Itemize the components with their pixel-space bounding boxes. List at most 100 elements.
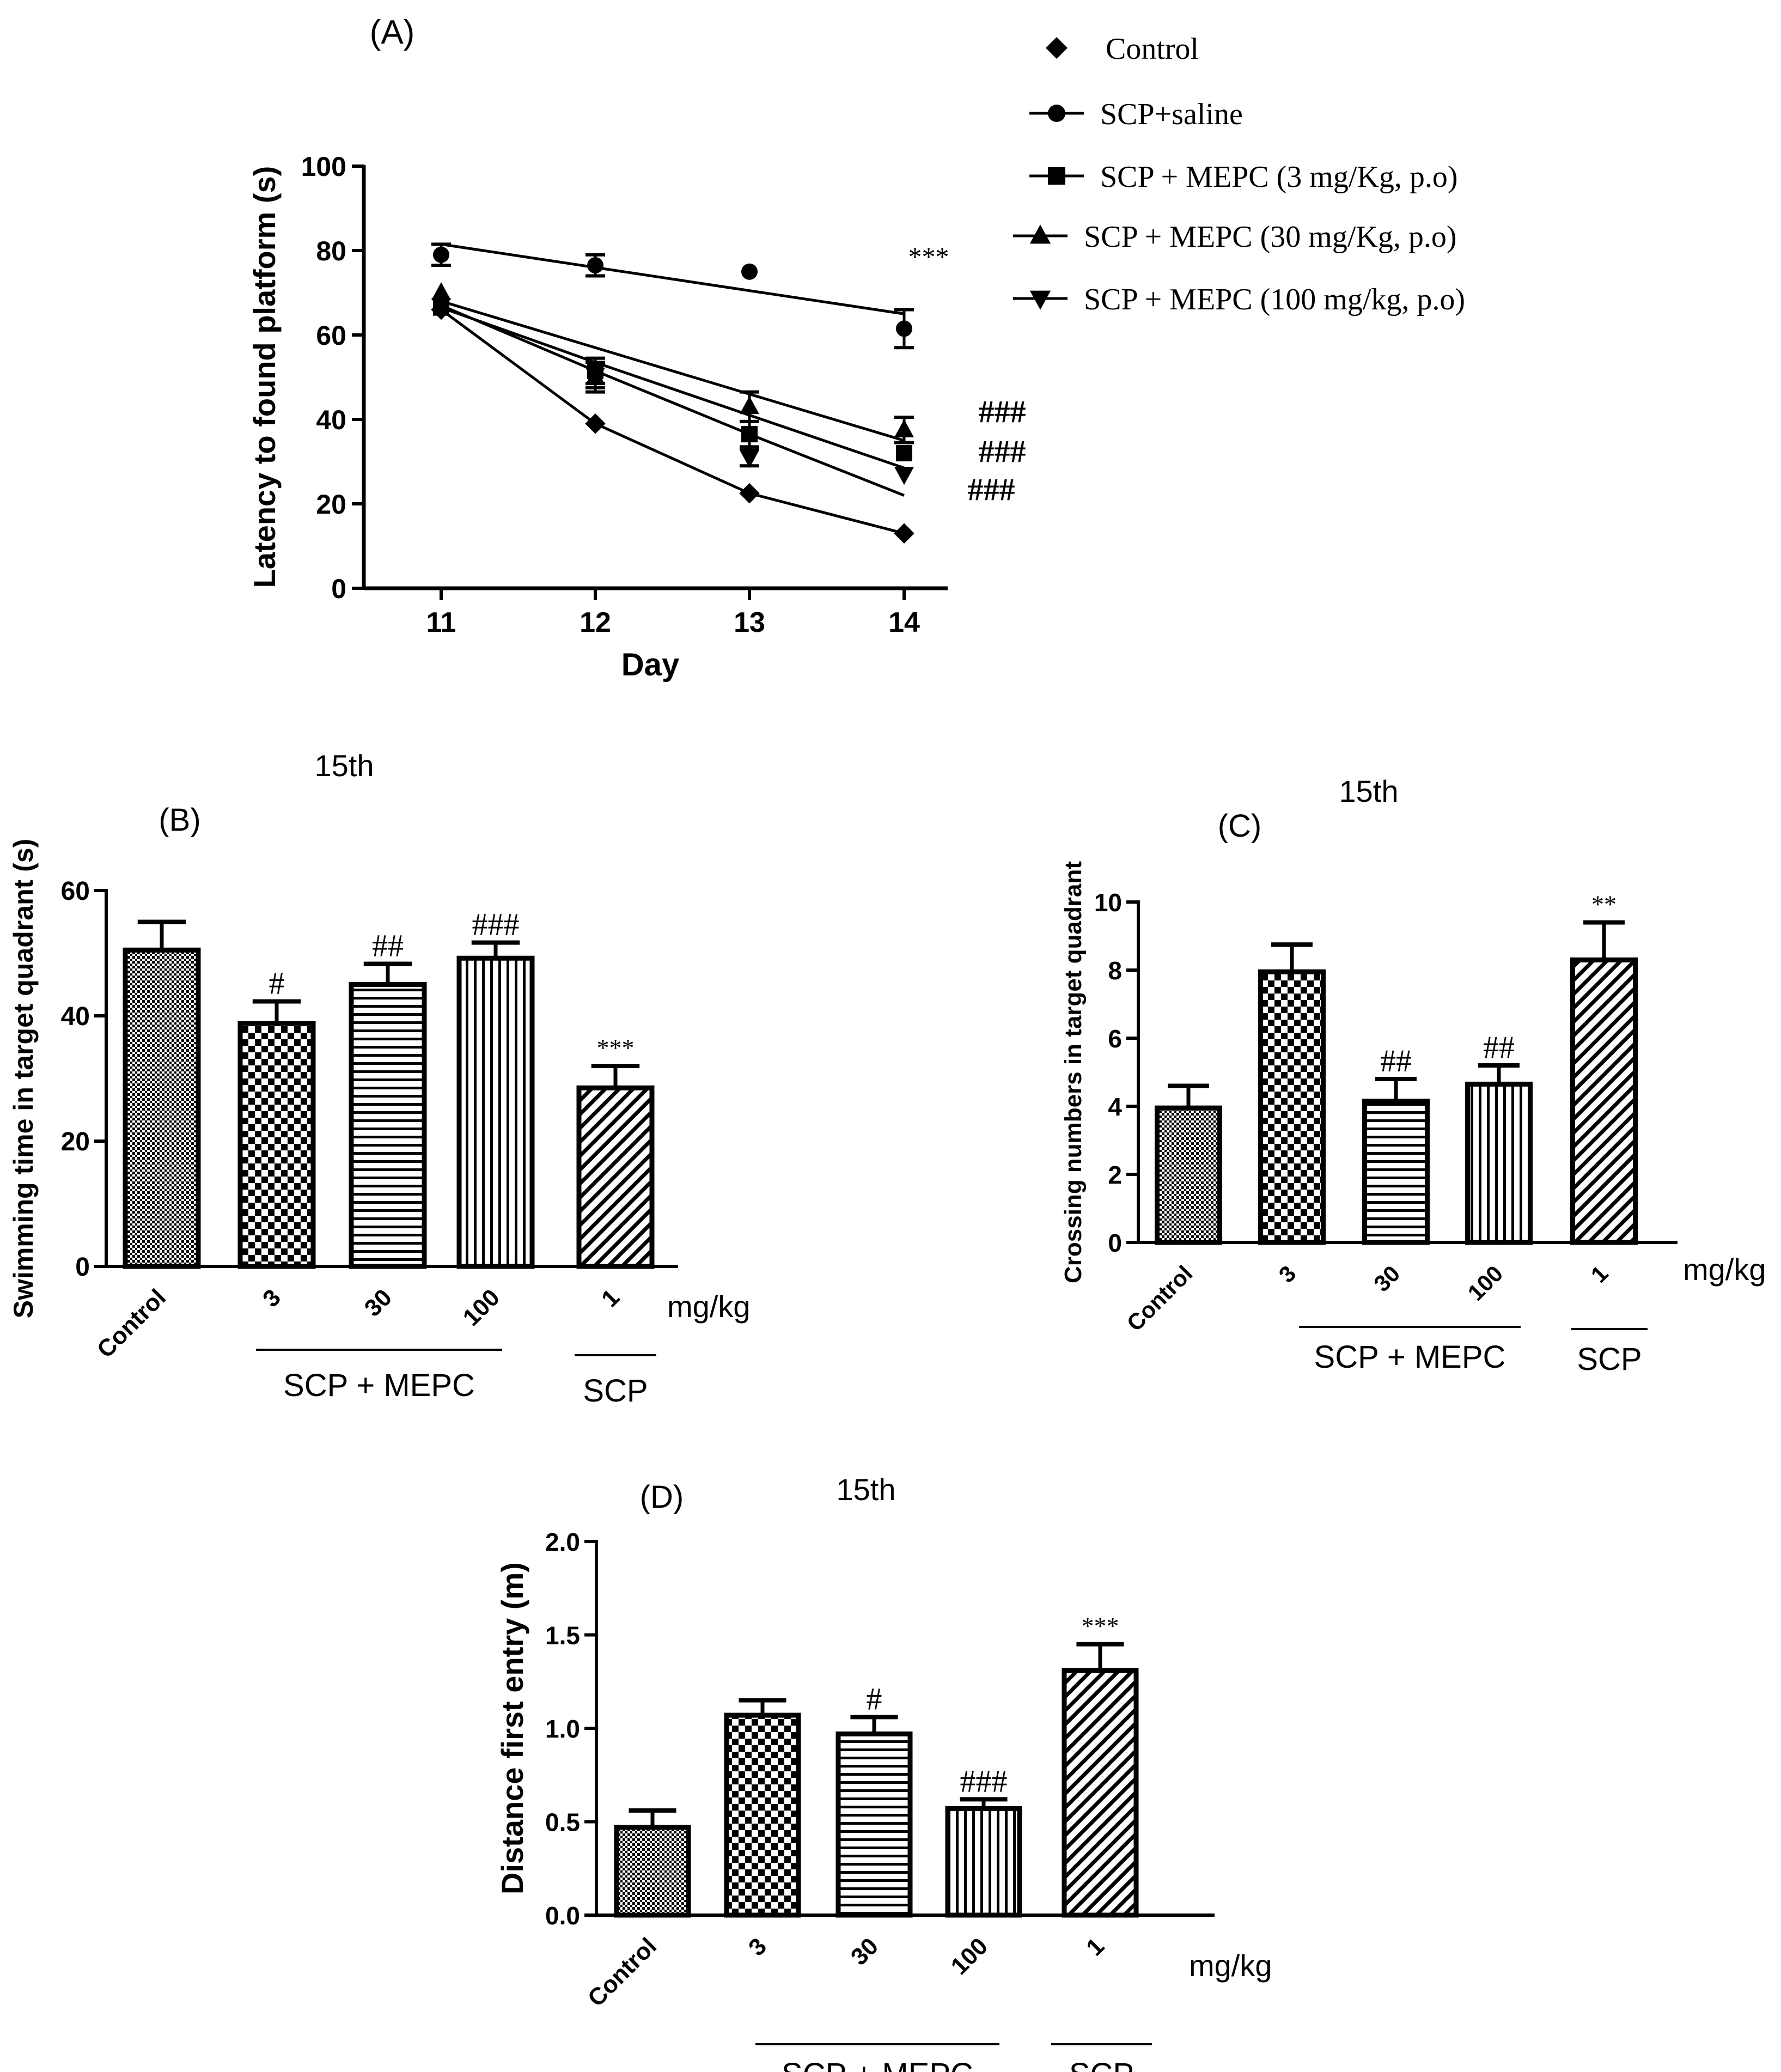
data-point (740, 396, 759, 415)
bar (614, 1825, 691, 1918)
y-tick-label: 1.5 (545, 1622, 580, 1650)
bar-group: Control (92, 919, 201, 1363)
data-point (894, 523, 914, 544)
unit-label: mg/kg (1683, 1252, 1766, 1287)
significance-label: ** (1591, 891, 1617, 918)
group-label: SCP (1069, 2057, 1134, 2072)
group-label: SCP (1577, 1342, 1642, 1377)
y-tick-label-a: 20 (316, 489, 346, 520)
y-tick-label: 40 (61, 1002, 90, 1031)
significance-label-a: ### (968, 472, 1015, 507)
y-tick-label-a: 0 (331, 574, 346, 604)
significance-label: ## (372, 928, 404, 964)
panel-label-d: (D) (640, 1479, 684, 1515)
y-tick-label: 0 (75, 1253, 90, 1282)
category-label: 1 (1081, 1933, 1109, 1961)
bar-group: Control (1122, 1083, 1222, 1336)
bar (349, 982, 427, 1269)
y-tick-label: 0.5 (545, 1808, 580, 1837)
panel-c: (C) 15th 0 2 4 6 8 10 Crossing numbers in target… (1060, 774, 1766, 1377)
category-label: 3 (258, 1284, 286, 1312)
significance-label-a: ### (979, 394, 1026, 429)
category-label: 1 (1586, 1260, 1613, 1288)
legend-entry-a-4: SCP + MEPC (100 mg/kg, p.o) (1013, 283, 1465, 316)
panel-label-b: (B) (158, 802, 200, 838)
y-tick-label: 1.0 (545, 1715, 580, 1743)
bar (835, 1731, 913, 1918)
bar (1062, 1668, 1139, 1918)
data-point (894, 419, 914, 437)
category-label: 100 (946, 1933, 993, 1980)
data-point (587, 257, 603, 274)
category-label: 30 (846, 1933, 883, 1970)
data-point (740, 450, 759, 468)
fit-line (441, 242, 905, 315)
bar (1465, 1081, 1533, 1245)
legend-marker (1048, 105, 1065, 122)
category-label: 30 (1369, 1260, 1405, 1296)
y-tick-label-a: 60 (316, 320, 346, 351)
panel-label-c: (C) (1218, 808, 1262, 844)
data-point (896, 445, 912, 461)
significance-label: *** (597, 1034, 635, 1062)
legend-entry-a-0: Control (1046, 32, 1199, 66)
bar-group: *** 1 (576, 1034, 655, 1312)
x-tick-label-a: 14 (888, 607, 920, 638)
x-tick-label-a: 11 (426, 607, 456, 638)
significance-label: # (269, 966, 285, 1001)
data-point (585, 368, 605, 386)
bar (1155, 1105, 1222, 1245)
data-point (739, 483, 760, 504)
significance-label-a: ### (979, 434, 1026, 469)
legend-marker (1029, 290, 1051, 310)
chart-title-d: 15th (837, 1472, 896, 1507)
bar (123, 947, 201, 1269)
y-tick-label-a: 100 (301, 151, 346, 182)
data-point (585, 413, 606, 434)
bar-group: ## 30 (1362, 1043, 1430, 1296)
bar-group: 3 (1258, 942, 1326, 1288)
bar-group: ** 1 (1570, 891, 1638, 1288)
panel-b: (B) 15th 0 20 40 60 Swimming time in target qu… (8, 748, 751, 1409)
bar (1570, 957, 1638, 1245)
y-tick-label: 2 (1108, 1161, 1122, 1189)
chart-title-c: 15th (1339, 774, 1399, 808)
legend-entry-a-2: SCP + MEPC (3 mg/Kg, p.o) (1029, 160, 1458, 194)
legend-entry-a-1: SCP+saline (1029, 97, 1243, 131)
bar-group: ### 100 (945, 1763, 1022, 1980)
category-label: 100 (1463, 1260, 1508, 1306)
bar-group: ## 30 (349, 928, 427, 1322)
bar-group: 3 (724, 1698, 801, 1961)
x-tick-label-a: 13 (734, 607, 765, 638)
y-tick-label: 10 (1094, 888, 1122, 917)
series-a-2 (433, 299, 912, 470)
significance-label: ### (960, 1763, 1008, 1799)
group-label: SCP + MEPC (283, 1368, 475, 1403)
data-point (433, 246, 449, 263)
legend-entry-a-3: SCP + MEPC (30 mg/Kg, p.o) (1013, 220, 1457, 254)
y-tick-label: 0.0 (545, 1902, 580, 1930)
group-label: SCP + MEPC (1314, 1339, 1506, 1375)
y-tick-label: 60 (61, 877, 90, 906)
y-tick-label: 6 (1108, 1025, 1122, 1053)
y-tick-label-a: 40 (316, 405, 346, 435)
fit-line (441, 304, 905, 497)
series-a-3 (431, 282, 914, 444)
category-label: 1 (596, 1284, 625, 1312)
y-axis-title-a: Latency to found platform (s) (247, 166, 282, 588)
group-label: SCP (583, 1373, 648, 1409)
category-label: 3 (1274, 1260, 1301, 1288)
fit-line (441, 306, 905, 470)
bar (1362, 1099, 1430, 1245)
y-axis-title: Distance first entry (m) (495, 1562, 529, 1894)
data-point (894, 467, 914, 485)
y-axis-title: Crossing numbers in target quadrant (1060, 861, 1087, 1283)
category-label: Control (92, 1284, 171, 1363)
category-label: 30 (359, 1284, 397, 1321)
series-a-4 (431, 298, 914, 497)
y-tick-label: 8 (1108, 956, 1122, 985)
unit-label: mg/kg (667, 1289, 751, 1324)
data-point (431, 298, 451, 316)
y-tick-label: 20 (61, 1128, 90, 1156)
